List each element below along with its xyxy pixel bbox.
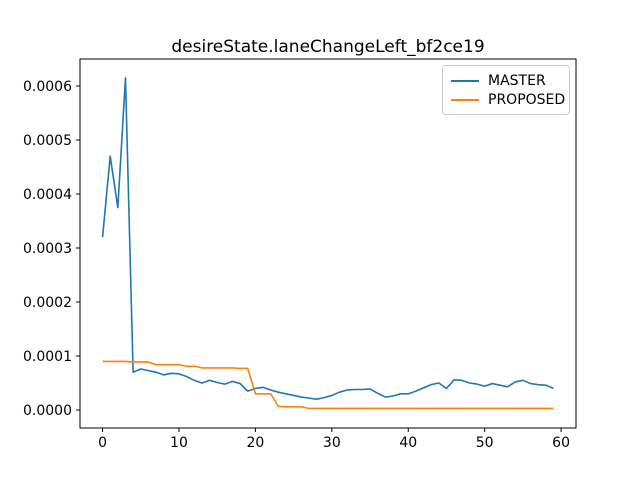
y-tick-label: 0.0004 bbox=[23, 187, 72, 203]
x-tick-label: 60 bbox=[552, 435, 570, 451]
x-tick-label: 30 bbox=[323, 435, 341, 451]
y-tick-label: 0.0005 bbox=[23, 133, 72, 149]
x-tick-label: 10 bbox=[170, 435, 188, 451]
axes-spines bbox=[79, 58, 577, 429]
x-tick-label: 0 bbox=[98, 435, 107, 451]
y-tick-label: 0.0006 bbox=[23, 79, 72, 95]
y-tick-label: 0.0001 bbox=[23, 349, 72, 365]
legend-item-proposed: PROPOSED bbox=[451, 90, 565, 109]
line-master bbox=[101, 77, 554, 401]
y-tick-label: 0.0003 bbox=[23, 241, 72, 257]
legend-label-proposed: PROPOSED bbox=[488, 91, 566, 108]
master-line-swatch bbox=[451, 79, 479, 82]
line-proposed bbox=[102, 360, 554, 410]
x-tick-label: 20 bbox=[246, 435, 264, 451]
x-tick-label: 50 bbox=[476, 435, 494, 451]
y-tick-label: 0.0002 bbox=[23, 295, 72, 311]
x-tick-label: 40 bbox=[399, 435, 417, 451]
legend-label-master: MASTER bbox=[488, 72, 546, 89]
proposed-line-swatch bbox=[451, 98, 479, 101]
chart-title: desireState.laneChangeLeft_bf2ce19 bbox=[171, 37, 485, 57]
legend-item-master: MASTER bbox=[451, 71, 561, 90]
legend: MASTER PROPOSED bbox=[442, 65, 570, 115]
y-tick-label: 0.0000 bbox=[23, 403, 72, 419]
